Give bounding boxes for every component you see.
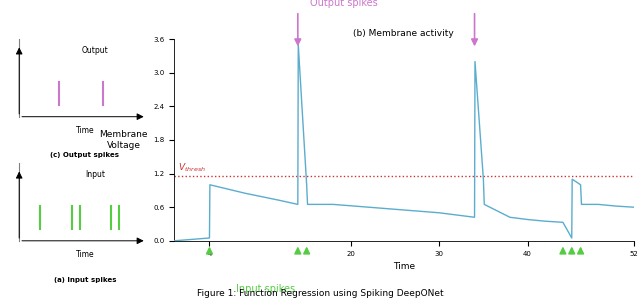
Title: (b) Membrane activity: (b) Membrane activity [353, 29, 454, 38]
X-axis label: Time: Time [393, 262, 415, 271]
Text: Time: Time [76, 250, 94, 259]
Text: Input: Input [85, 170, 106, 179]
Text: Output spikes: Output spikes [310, 0, 378, 8]
Text: Time: Time [76, 126, 94, 135]
Text: Membrane
Voltage: Membrane Voltage [99, 130, 148, 150]
Text: Figure 1: Function Regression using Spiking DeepONet: Figure 1: Function Regression using Spik… [196, 289, 444, 298]
Text: $V_{thresh}$: $V_{thresh}$ [178, 162, 205, 174]
Text: Output: Output [82, 46, 109, 55]
Text: (a) Input spikes: (a) Input spikes [54, 277, 116, 283]
Text: Input spikes: Input spikes [236, 284, 296, 294]
Text: (c) Output spikes: (c) Output spikes [51, 153, 119, 159]
